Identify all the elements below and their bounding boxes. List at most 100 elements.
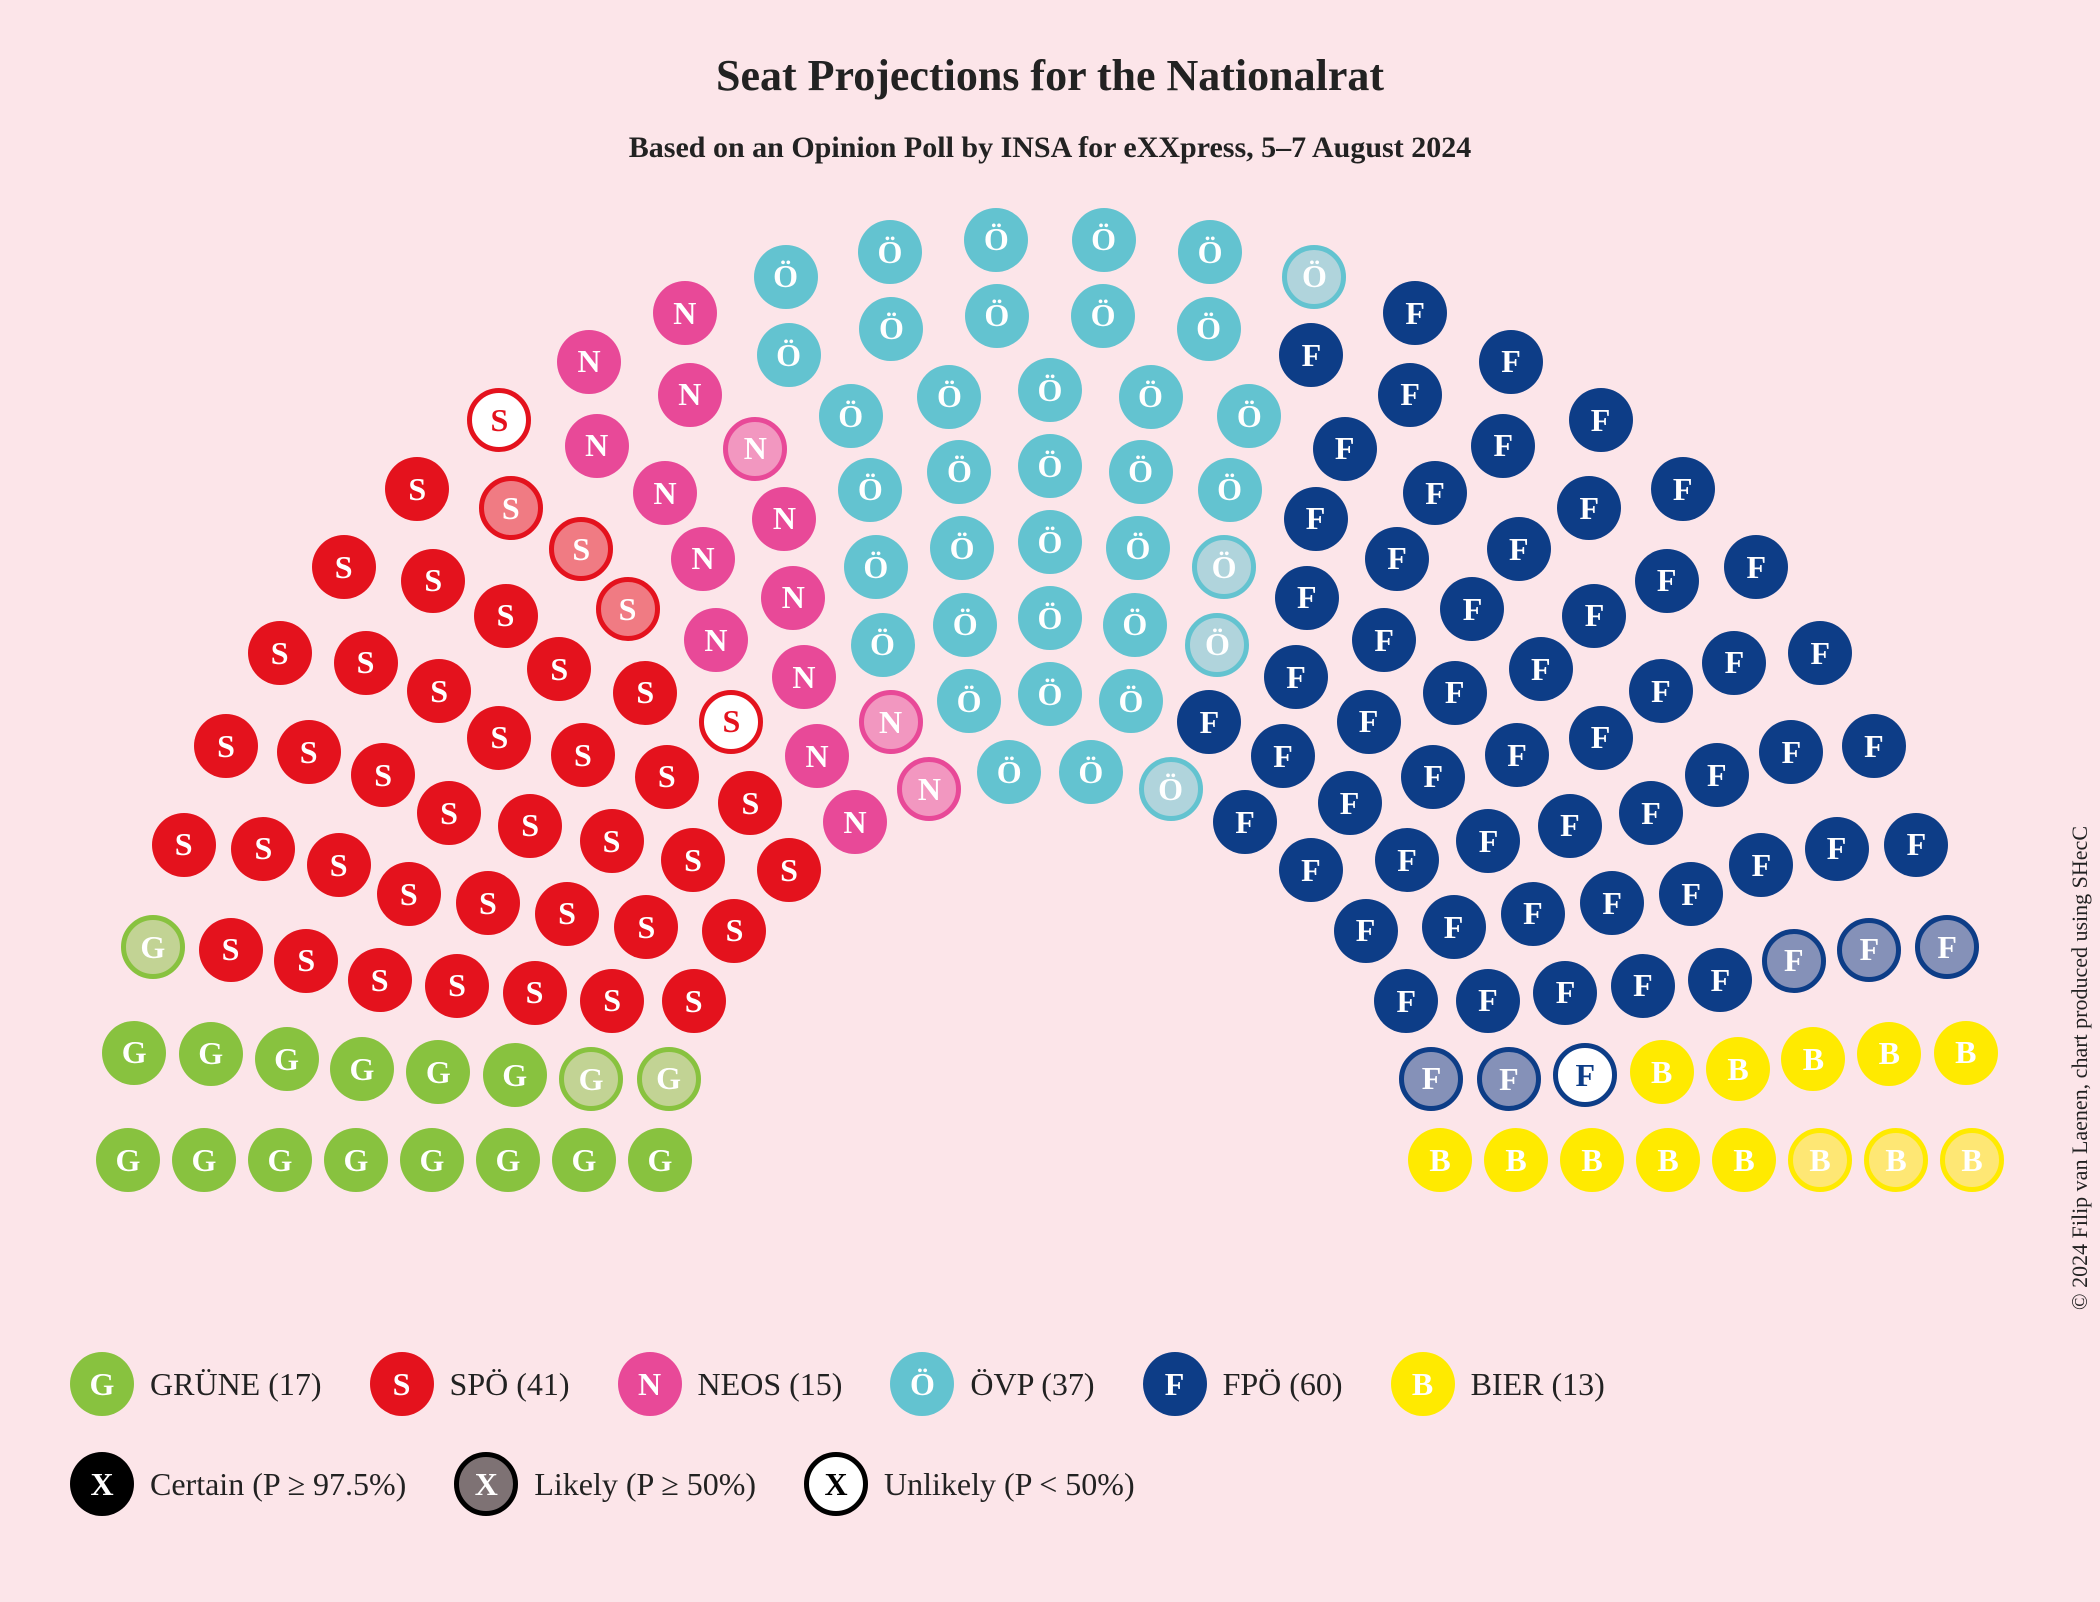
seat: S — [417, 781, 481, 845]
seat: F — [1884, 813, 1948, 877]
seat: S — [194, 714, 258, 778]
seat: F — [1533, 961, 1597, 1025]
seat: Ö — [1139, 757, 1203, 821]
seat: Ö — [917, 365, 981, 429]
seat: F — [1611, 954, 1675, 1018]
seat: F — [1456, 809, 1520, 873]
seat: F — [1399, 1047, 1463, 1111]
legend-dot: N — [618, 1352, 682, 1416]
legend: GGRÜNE (17)SSPÖ (41)NNEOS (15)ÖÖVP (37)F… — [70, 1352, 2030, 1552]
seat: G — [476, 1128, 540, 1192]
legend-prob-label: Likely (P ≥ 50%) — [534, 1466, 756, 1503]
seat: F — [1251, 724, 1315, 788]
legend-probability-row: XCertain (P ≥ 97.5%) X Likely (P ≥ 50%) XUn… — [70, 1452, 2030, 1516]
legend-item-ö: ÖÖVP (37) — [890, 1352, 1094, 1416]
seat: Ö — [754, 245, 818, 309]
legend-prob-item: XUnlikely (P < 50%) — [804, 1452, 1135, 1516]
seat: Ö — [1059, 740, 1123, 804]
seat: S — [549, 517, 613, 581]
seat: F — [1569, 388, 1633, 452]
seat: G — [483, 1043, 547, 1107]
seat: F — [1471, 414, 1535, 478]
seat: S — [351, 743, 415, 807]
seat: N — [723, 417, 787, 481]
seat: F — [1702, 631, 1766, 695]
seat: S — [498, 794, 562, 858]
seat: F — [1313, 417, 1377, 481]
seat: F — [1685, 743, 1749, 807]
seat: N — [752, 487, 816, 551]
seat: F — [1553, 1043, 1617, 1107]
seat: N — [565, 414, 629, 478]
seat: F — [1538, 794, 1602, 858]
seat: G — [255, 1027, 319, 1091]
seat: S — [348, 948, 412, 1012]
seat: S — [199, 918, 263, 982]
seat: F — [1365, 527, 1429, 591]
legend-prob-dot: X — [454, 1452, 518, 1516]
seat: F — [1788, 621, 1852, 685]
legend-dot: B — [1391, 1352, 1455, 1416]
seat: S — [551, 723, 615, 787]
seat: S — [757, 838, 821, 902]
legend-prob-label: Certain (P ≥ 97.5%) — [150, 1466, 406, 1503]
seat: F — [1479, 330, 1543, 394]
seat: Ö — [1103, 593, 1167, 657]
legend-item-f: FFPÖ (60) — [1143, 1352, 1343, 1416]
seat: F — [1837, 918, 1901, 982]
seat: Ö — [1018, 586, 1082, 650]
seat: Ö — [838, 458, 902, 522]
seat: S — [535, 882, 599, 946]
seat: F — [1279, 323, 1343, 387]
seat: F — [1423, 661, 1487, 725]
seat: B — [1940, 1128, 2004, 1192]
legend-label: NEOS (15) — [698, 1366, 843, 1403]
seat: N — [671, 527, 735, 591]
seat: F — [1729, 833, 1793, 897]
seat: S — [661, 828, 725, 892]
seat: B — [1636, 1128, 1700, 1192]
seat: F — [1337, 690, 1401, 754]
seat: Ö — [965, 284, 1029, 348]
seat: Ö — [964, 208, 1028, 272]
seat: F — [1264, 645, 1328, 709]
seat: Ö — [1071, 284, 1135, 348]
seat: S — [467, 388, 531, 452]
seat: F — [1635, 549, 1699, 613]
seat: F — [1284, 487, 1348, 551]
legend-prob-item: X Likely (P ≥ 50%) — [454, 1452, 756, 1516]
chart-subtitle: Based on an Opinion Poll by INSA for eXX… — [0, 131, 2100, 165]
seat: S — [635, 745, 699, 809]
seat: Ö — [851, 613, 915, 677]
seat: F — [1334, 899, 1398, 963]
seat: Ö — [1099, 669, 1163, 733]
seat: Ö — [1018, 434, 1082, 498]
seat: Ö — [819, 384, 883, 448]
seat: Ö — [1217, 384, 1281, 448]
legend-prob-item: XCertain (P ≥ 97.5%) — [70, 1452, 406, 1516]
seat: G — [179, 1022, 243, 1086]
seat: S — [425, 954, 489, 1018]
seat: S — [580, 969, 644, 1033]
seat: Ö — [1177, 297, 1241, 361]
seat: S — [718, 771, 782, 835]
seat: N — [897, 757, 961, 821]
seat: N — [823, 790, 887, 854]
seat: G — [96, 1128, 160, 1192]
legend-item-s: SSPÖ (41) — [370, 1352, 570, 1416]
seat: B — [1706, 1037, 1770, 1101]
seat: B — [1560, 1128, 1624, 1192]
seat: S — [248, 621, 312, 685]
seat: S — [613, 661, 677, 725]
seat: S — [334, 631, 398, 695]
seat: F — [1562, 584, 1626, 648]
seat: F — [1688, 948, 1752, 1012]
seat: N — [653, 281, 717, 345]
seat: S — [312, 535, 376, 599]
legend-label: GRÜNE (17) — [150, 1366, 322, 1403]
seat: F — [1805, 817, 1869, 881]
seat: G — [121, 915, 185, 979]
seat: Ö — [1282, 245, 1346, 309]
seat: S — [503, 961, 567, 1025]
seat: F — [1651, 457, 1715, 521]
